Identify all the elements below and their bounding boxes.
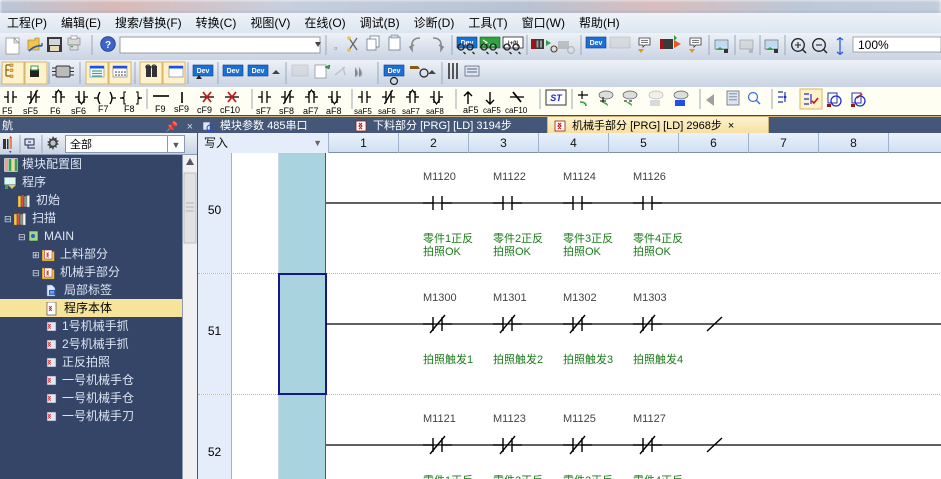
svg-text:?: ? [105, 40, 111, 51]
svg-text:Dev: Dev [590, 40, 603, 47]
svg-text:Dev: Dev [197, 68, 210, 75]
svg-text:sF5: sF5 [23, 106, 38, 115]
svg-text:Dev: Dev [227, 68, 240, 75]
svg-text:cF10: cF10 [220, 105, 240, 115]
svg-text:sF6: sF6 [71, 106, 86, 115]
svg-text:saF6: saF6 [378, 107, 396, 115]
svg-text:saF7: saF7 [402, 107, 420, 115]
svg-text:sF7: sF7 [256, 106, 271, 115]
svg-text:aF7: aF7 [303, 106, 319, 115]
svg-text:aF5: aF5 [463, 105, 479, 115]
svg-text:F6: F6 [50, 106, 61, 115]
svg-text:▫: ▫ [334, 43, 337, 53]
svg-text:cF9: cF9 [197, 105, 212, 115]
svg-text:saF5: saF5 [354, 107, 372, 115]
svg-text:F7: F7 [98, 104, 109, 114]
svg-text:sF9: sF9 [174, 104, 189, 114]
svg-text:saF8: saF8 [426, 107, 444, 115]
svg-text:aF8: aF8 [326, 106, 342, 115]
svg-text:caF5: caF5 [483, 106, 501, 115]
svg-text:ST: ST [550, 93, 563, 103]
svg-text:F9: F9 [155, 104, 166, 114]
svg-text:F8: F8 [124, 104, 135, 114]
svg-text:Dev: Dev [252, 68, 265, 75]
svg-text:Dev: Dev [388, 68, 401, 75]
svg-text:caF10: caF10 [505, 106, 528, 115]
svg-text:sF8: sF8 [279, 106, 294, 115]
svg-text:F5: F5 [2, 106, 13, 115]
svg-text:100%: 100% [858, 38, 889, 52]
